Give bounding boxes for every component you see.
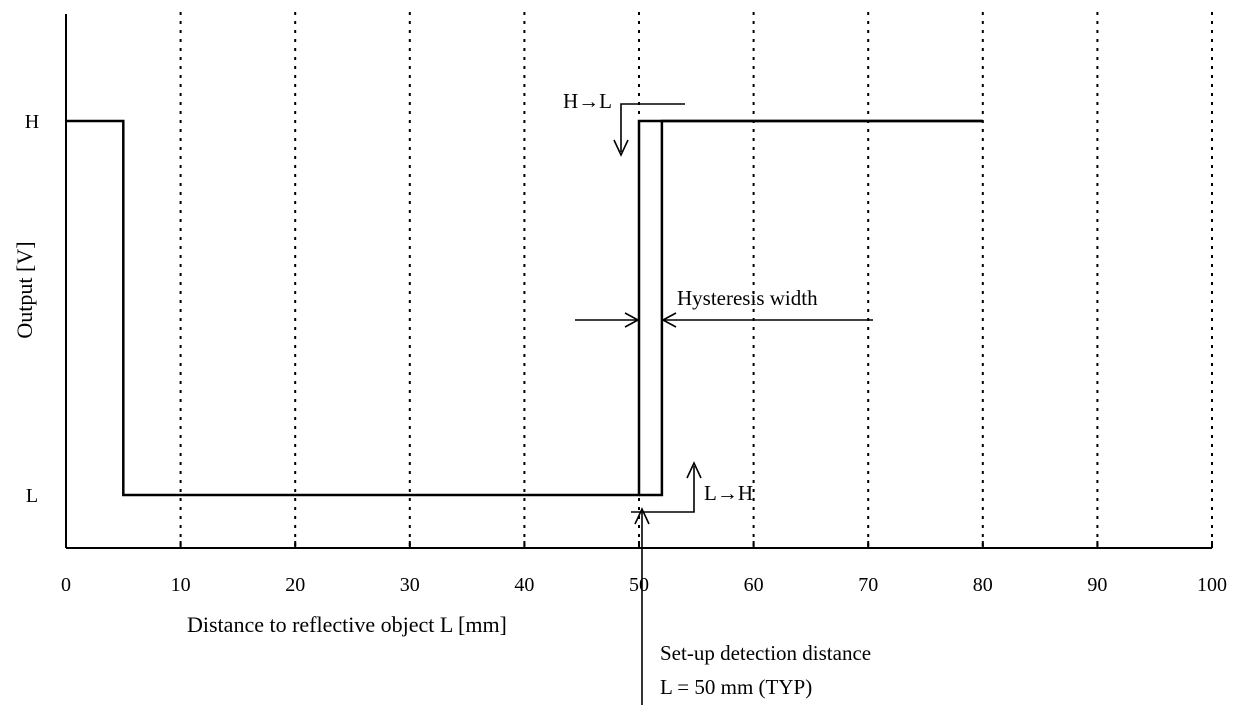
tick-labels: 0 10 20 30 40 50 60 70 80 90 100 H L — [25, 111, 1227, 596]
x-tick-label-30: 30 — [400, 574, 420, 596]
series-line-2 — [639, 119, 983, 497]
hysteresis-left-arrowhead — [624, 312, 640, 328]
x-tick-label-20: 20 — [285, 574, 305, 596]
x-tick-label-70: 70 — [858, 574, 878, 596]
x-tick-label-40: 40 — [514, 574, 534, 596]
y-axis-label: Output [V] — [12, 241, 37, 338]
hysteresis-right-arrowhead — [661, 312, 677, 328]
y-tick-label-L: L — [26, 485, 38, 507]
setup-distance-label: Set-up detection distance — [660, 641, 871, 665]
l-to-h-arrow — [631, 466, 695, 513]
x-tick-label-0: 0 — [61, 574, 71, 596]
x-tick-label-100: 100 — [1197, 574, 1227, 596]
x-tick-label-90: 90 — [1087, 574, 1107, 596]
series-lines — [66, 119, 983, 497]
x-axis-label: Distance to reflective object L [mm] — [187, 612, 507, 637]
h-to-l-label: H→L — [563, 89, 612, 113]
l-to-h-label: L→H — [704, 481, 753, 505]
x-tick-label-10: 10 — [171, 574, 191, 596]
y-tick-label-H: H — [25, 111, 39, 133]
setup-distance-value: L = 50 mm (TYP) — [660, 675, 812, 699]
h-to-l-arrow — [620, 103, 685, 152]
x-tick-label-60: 60 — [744, 574, 764, 596]
annotations: H→L L→H Hysteresis width Set-up detectio… — [563, 89, 873, 705]
hysteresis-label: Hysteresis width — [677, 286, 818, 310]
x-tick-label-80: 80 — [973, 574, 993, 596]
h-to-l-arrowhead — [613, 139, 629, 157]
axes — [65, 14, 1213, 549]
series-line-1 — [66, 119, 983, 497]
l-to-h-arrowhead — [686, 461, 702, 479]
setup-pointer-arrowhead — [634, 507, 650, 525]
x-tick-label-50: 50 — [629, 574, 649, 596]
